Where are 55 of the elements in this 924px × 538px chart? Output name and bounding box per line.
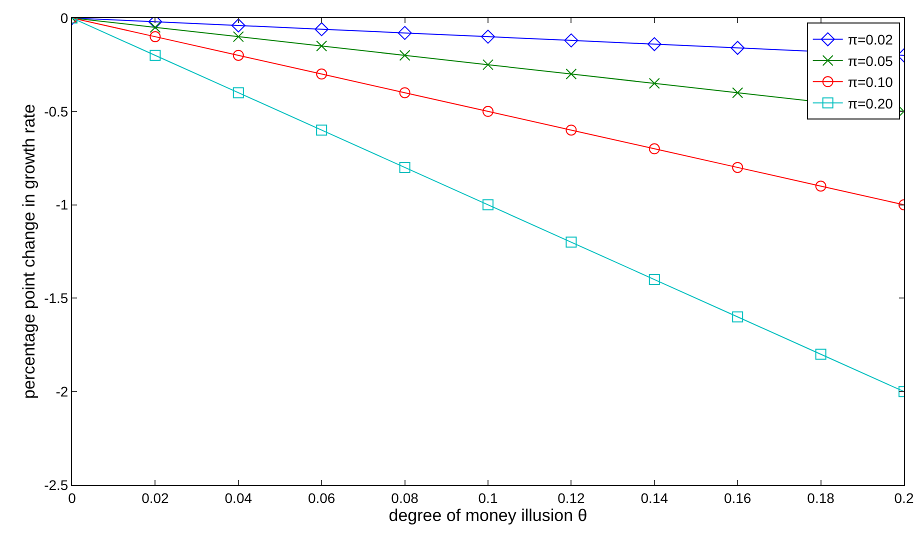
y-tick-label: -0.5 [44, 103, 68, 120]
point [231, 18, 246, 32]
legend-label: π=0.05 [848, 52, 894, 69]
point [648, 274, 660, 286]
point [566, 236, 577, 248]
legend-label: π=0.02 [848, 32, 894, 48]
legend-label: π=0.20 [848, 95, 894, 112]
point [316, 68, 328, 80]
point [150, 22, 161, 33]
point [815, 180, 826, 192]
x-tick-label: 0.04 [224, 490, 252, 506]
x-tick-label: 0.14 [640, 490, 668, 506]
y-tick-label: -1.5 [44, 290, 68, 306]
point [398, 26, 412, 40]
point [482, 199, 494, 210]
point [232, 31, 244, 42]
point [150, 50, 161, 61]
point [730, 40, 745, 55]
x-tick-label: 0.08 [391, 490, 419, 506]
point [316, 124, 328, 136]
point [482, 59, 494, 70]
y-tick-label: 0 [60, 10, 68, 26]
x-tick-label: 0.02 [142, 490, 170, 506]
point [566, 124, 577, 136]
point [481, 30, 495, 44]
point [232, 50, 244, 61]
point [482, 106, 494, 117]
point [399, 50, 410, 61]
x-tick-label: 0.06 [308, 490, 336, 506]
point [648, 143, 660, 154]
x-tick-label: 0.18 [807, 490, 835, 506]
y-tick-label: -2.5 [44, 476, 68, 493]
x-tick-label: 0.16 [724, 490, 752, 506]
point [399, 162, 410, 173]
point [564, 33, 578, 48]
point [732, 162, 744, 173]
x-tick-label: 0.2 [894, 490, 914, 506]
point [232, 87, 244, 98]
y-tick-label: -1 [56, 196, 68, 213]
point [732, 311, 744, 322]
point [732, 87, 744, 98]
point [314, 22, 329, 36]
legend-label: π=0.10 [848, 74, 894, 90]
point [648, 78, 660, 89]
point [150, 31, 161, 42]
y-tick-label: -2 [56, 384, 68, 400]
x-tick-label: 0.1 [478, 490, 498, 506]
point [399, 87, 410, 98]
point [316, 40, 328, 52]
point [647, 37, 662, 52]
point [566, 68, 577, 80]
y-axis-title: percentage point change in growth rate [20, 104, 39, 399]
point [815, 348, 826, 360]
x-axis-title: degree of money illusion θ [388, 506, 588, 526]
x-tick-label: 0.12 [558, 490, 586, 506]
